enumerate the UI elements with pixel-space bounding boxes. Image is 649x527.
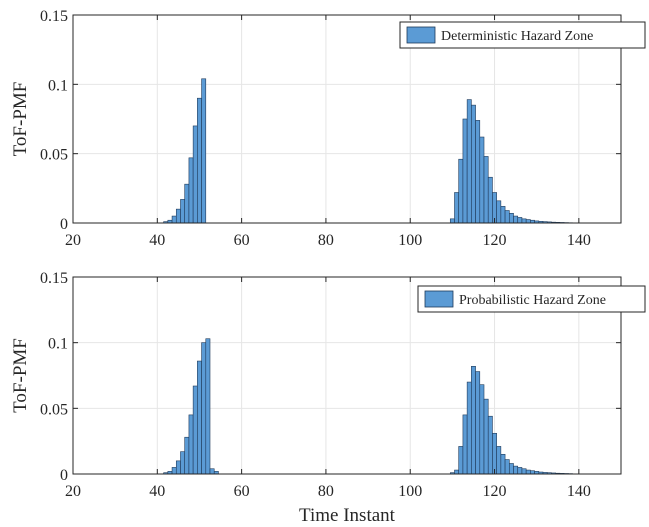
axes-box (72, 276, 622, 475)
bar (454, 192, 460, 224)
legend: Probabilistic Hazard Zone (417, 285, 646, 313)
bar (479, 384, 485, 475)
bar (462, 118, 468, 224)
bar (483, 398, 489, 475)
bar (496, 200, 502, 224)
bar (466, 99, 472, 224)
bar (180, 451, 186, 475)
y-axis-label: ToF-PMF (10, 82, 31, 157)
bar (471, 366, 476, 475)
bar (508, 212, 514, 224)
bar (175, 460, 181, 475)
bar (508, 463, 514, 475)
bar (201, 342, 207, 475)
bar (184, 436, 190, 475)
bar (500, 453, 506, 475)
bar (475, 371, 481, 475)
bar (175, 208, 181, 224)
bar (197, 97, 202, 224)
y-axis-label: ToF-PMF (10, 338, 31, 413)
bar (475, 120, 481, 224)
x-axis-label: Time Instant (299, 505, 396, 526)
bar (449, 218, 455, 224)
bar (500, 206, 506, 224)
x-tick-label: 60 (234, 232, 250, 249)
bar (517, 467, 523, 475)
bar (479, 136, 485, 224)
bar (209, 468, 215, 475)
bar (458, 158, 464, 224)
legend-swatch (406, 26, 436, 44)
bar (192, 385, 198, 475)
legend-box (417, 285, 646, 313)
x-tick-label: 40 (149, 232, 165, 249)
bar (454, 469, 460, 475)
bar (513, 215, 519, 224)
bar (504, 210, 510, 224)
x-tick-label: 140 (567, 232, 591, 249)
bar (496, 446, 502, 475)
bar (197, 360, 202, 475)
bar (487, 415, 493, 475)
y-tick-label: 0.05 (40, 401, 68, 418)
bar (487, 176, 493, 224)
x-tick-label: 140 (567, 483, 591, 500)
x-tick-label: 80 (318, 232, 334, 249)
bar (192, 125, 198, 224)
bar (171, 467, 177, 475)
y-tick-label: 0.1 (48, 336, 68, 353)
x-tick-label: 20 (65, 483, 81, 500)
bar (201, 78, 207, 224)
x-tick-label: 100 (398, 232, 422, 249)
bar (188, 157, 194, 224)
x-tick-label: 80 (318, 483, 334, 500)
y-tick-label: 0.05 (40, 147, 68, 164)
y-tick-label: 0 (60, 467, 68, 484)
bar (504, 459, 510, 475)
bar (517, 217, 523, 224)
x-tick-label: 100 (398, 483, 422, 500)
y-tick-label: 0 (60, 216, 68, 233)
legend-swatch (424, 290, 454, 308)
bar (525, 219, 531, 224)
bar (492, 432, 497, 475)
bar (180, 199, 186, 224)
y-tick-label: 0.15 (40, 270, 68, 287)
x-tick-label: 60 (234, 483, 250, 500)
legend-entry: Probabilistic Hazard Zone (459, 293, 606, 308)
bar (521, 218, 527, 224)
bar (458, 446, 464, 475)
y-tick-label: 0.15 (40, 8, 68, 25)
bar (471, 104, 476, 224)
bar-series (163, 338, 578, 475)
top-panel: 20 40 60 80 100 120 140 0 0.05 0.1 0.15 ToF-PMF Dete… (10, 8, 646, 249)
bar (521, 468, 527, 475)
bar (184, 183, 190, 224)
bar (513, 465, 519, 475)
x-tick-label: 120 (483, 232, 507, 249)
bottom-panel: 20 40 60 80 100 120 140 0 0.05 0.1 0.15 ToF-PMF Time… (10, 270, 646, 526)
bar-series (163, 78, 578, 224)
bar (483, 156, 489, 224)
bar (205, 338, 211, 475)
legend-entry: Deterministic Hazard Zone (441, 29, 593, 44)
bar (462, 414, 468, 475)
bar (466, 381, 472, 475)
y-tick-label: 0.1 (48, 77, 68, 94)
x-tick-label: 40 (149, 483, 165, 500)
bar (525, 469, 531, 475)
bar (188, 414, 194, 475)
axes-box (72, 14, 622, 224)
legend-box (399, 21, 646, 49)
legend: Deterministic Hazard Zone (399, 21, 646, 49)
x-tick-label: 120 (483, 483, 507, 500)
bar (171, 215, 177, 224)
x-tick-label: 20 (65, 232, 81, 249)
